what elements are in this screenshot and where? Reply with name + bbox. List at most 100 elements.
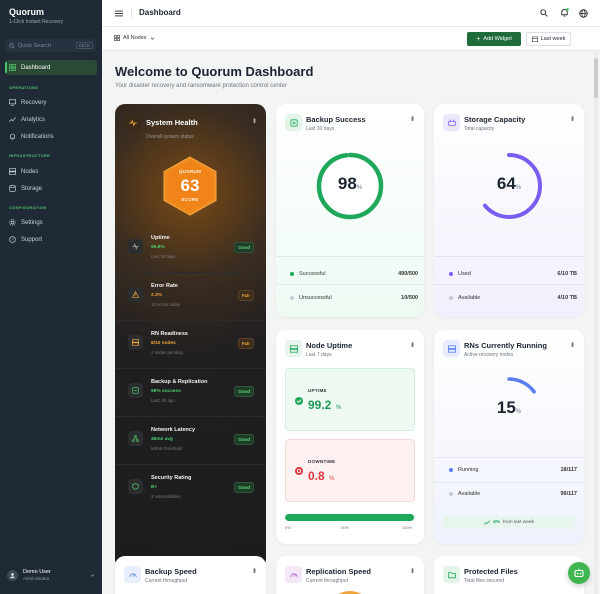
downtime-label: DOWNTIME: [308, 459, 336, 464]
sidebar-item-recovery[interactable]: Recovery: [5, 95, 97, 110]
card-subtitle: Last 7 days: [306, 352, 332, 358]
node-uptime-card: Node Uptime Last 7 days ••• UPTIME 99.2 …: [276, 330, 424, 544]
card-divider: [434, 284, 584, 285]
metric-icon-box: [128, 479, 143, 494]
bell-icon: [10, 133, 15, 140]
sidebar-item-label: Notifications: [21, 133, 54, 140]
sidebar-item-settings[interactable]: Settings: [5, 215, 97, 230]
section-infrastructure: INFRASTRUCTURE: [9, 153, 51, 158]
avatar: [7, 569, 18, 581]
user-menu[interactable]: Demo User Administrator: [7, 569, 95, 581]
card-title: Replication Speed: [306, 567, 372, 576]
downtime-value: 0.8: [308, 469, 325, 483]
toolbar: All Nodes + Add Widget Last week: [102, 27, 600, 51]
add-widget-button[interactable]: + Add Widget: [467, 32, 521, 46]
svg-text:?: ?: [11, 237, 14, 242]
gauge-arc: [476, 377, 542, 443]
gauge-unit: %: [356, 185, 363, 191]
card-title: Backup Speed: [145, 567, 197, 576]
card-menu-icon[interactable]: •••: [568, 342, 575, 347]
sidebar-item-label: Nodes: [21, 168, 39, 175]
sidebar-item-notifications[interactable]: Notifications: [5, 129, 97, 144]
scale-mid: 50%: [341, 525, 350, 530]
status-badge: Good: [234, 482, 254, 493]
sidebar-item-label: Settings: [21, 219, 43, 226]
backup-icon: [289, 118, 298, 127]
metric-divider: [115, 272, 266, 273]
card-menu-icon[interactable]: •••: [568, 116, 575, 121]
metric-name: Error Rate: [151, 283, 178, 289]
scale-min: 0%: [285, 525, 291, 530]
legend-value: 10/500: [401, 295, 418, 301]
notification-bell-icon[interactable]: [560, 8, 569, 17]
menu-icon[interactable]: [115, 10, 123, 17]
card-icon-box: [285, 340, 302, 357]
gauge-unit: %: [515, 409, 522, 415]
sidebar-item-nodes[interactable]: Nodes: [5, 164, 97, 179]
sidebar: Quorum 1-Click Instant Recovery Quick Se…: [0, 0, 102, 594]
sidebar-item-storage[interactable]: Storage: [5, 181, 97, 196]
gear-icon: [9, 219, 16, 226]
scrollbar[interactable]: [594, 52, 598, 594]
card-divider: [434, 457, 584, 458]
system-health-subtitle: Overall system status: [146, 134, 194, 140]
sidebar-item-analytics[interactable]: Analytics: [5, 112, 97, 127]
chat-bot-icon: [574, 568, 584, 578]
sidebar-item-support[interactable]: ? Support: [5, 232, 97, 247]
card-divider: [276, 284, 424, 285]
uptime-unit: %: [335, 405, 342, 411]
legend-dot: [290, 296, 294, 300]
card-title: Backup Success: [306, 115, 366, 124]
welcome-title: Welcome to Quorum Dashboard: [115, 64, 314, 79]
floating-action-button[interactable]: [568, 562, 590, 584]
sidebar-item-dashboard[interactable]: Dashboard: [5, 60, 97, 75]
network-icon: [132, 435, 139, 442]
status-badge: Good: [234, 242, 254, 253]
card-menu-icon[interactable]: •••: [408, 342, 415, 347]
card-icon-box: [443, 340, 460, 357]
card-subtitle: Total files secured: [464, 578, 505, 584]
legend-dot: [449, 492, 453, 496]
metric-desc: 2 nodes pending: [151, 350, 183, 355]
card-menu-icon[interactable]: •••: [250, 568, 257, 573]
score-brand: QUORUM: [178, 169, 202, 174]
metric-name: Network Latency: [151, 427, 196, 433]
metric-divider: [115, 320, 266, 321]
replication-speed-card: Replication Speed Current throughput •••: [276, 556, 424, 594]
card-menu-icon[interactable]: •••: [250, 118, 257, 123]
card-icon-box: [443, 114, 460, 131]
nodes-filter-label: All Nodes: [123, 35, 147, 41]
legend-value: 490/500: [398, 271, 418, 277]
legend-row-running: Running 18/117: [449, 467, 577, 473]
shield-icon: [132, 483, 139, 490]
date-range-select[interactable]: Last week: [526, 32, 571, 46]
globe-icon[interactable]: [579, 9, 588, 18]
search-icon[interactable]: [540, 9, 548, 17]
sidebar-item-label: Analytics: [21, 116, 46, 123]
metric-value: B+: [151, 485, 158, 490]
scrollbar-thumb[interactable]: [594, 58, 598, 98]
pulse-icon: [128, 118, 137, 127]
legend-row-used: Used 6/10 TB: [449, 271, 577, 277]
metric-divider: [115, 368, 266, 369]
alert-circle-icon: [295, 467, 303, 475]
gauge-value: 98: [337, 174, 357, 193]
server-icon: [289, 344, 298, 353]
folder-lock-icon: [447, 571, 456, 578]
storage-gauge: [476, 153, 542, 219]
card-title: Node Uptime: [306, 341, 353, 350]
sidebar-item-label: Dashboard: [21, 64, 51, 71]
card-menu-icon[interactable]: •••: [408, 568, 415, 573]
card-subtitle: Current throughput: [306, 578, 348, 584]
quick-search[interactable]: Quick Search Ctrl K: [5, 39, 96, 52]
card-icon-box: [285, 566, 302, 583]
nodes-filter[interactable]: All Nodes: [114, 35, 155, 41]
card-divider: [276, 256, 424, 257]
uptime-value: 99.2: [308, 398, 332, 412]
uptime-progress-fill: [285, 514, 414, 521]
metric-value: 45ms avg: [151, 437, 173, 442]
section-operations: OPERATIONS: [9, 85, 39, 90]
card-menu-icon[interactable]: •••: [408, 116, 415, 121]
sidebar-item-label: Storage: [21, 185, 43, 192]
welcome-subtitle: Your disaster recovery and ransomware pr…: [115, 83, 287, 89]
